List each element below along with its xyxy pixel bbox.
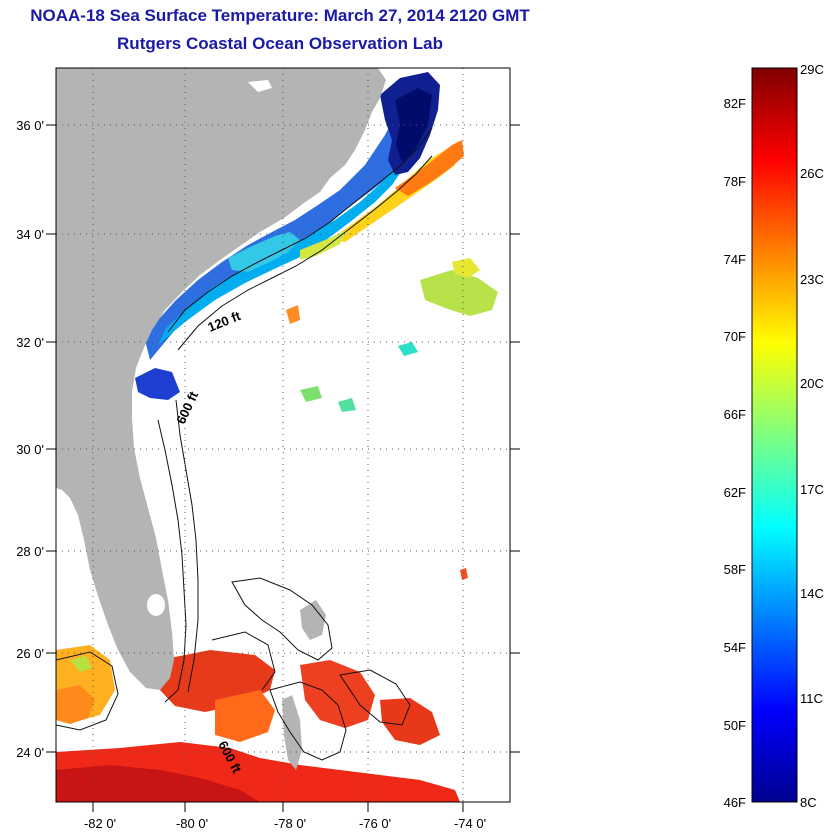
latitude-labels: 36 0' 34 0' 32 0' 30 0' 28 0' 26 0' 24 0… <box>16 118 44 760</box>
map-subtitle: Rutgers Coastal Ocean Observation Lab <box>117 34 443 53</box>
bathymetry-contours <box>56 127 433 761</box>
lon-label-74: -74 0' <box>454 816 486 831</box>
lon-label-76: -76 0' <box>359 816 391 831</box>
lat-label-26: 26 0' <box>16 646 44 661</box>
lon-label-82: -82 0' <box>84 816 116 831</box>
lat-label-32: 32 0' <box>16 335 44 350</box>
lat-label-24: 24 0' <box>16 745 44 760</box>
lon-label-78: -78 0' <box>274 816 306 831</box>
lat-label-30: 30 0' <box>16 442 44 457</box>
axis-ticks <box>46 124 520 812</box>
lon-label-80: -80 0' <box>176 816 208 831</box>
land-layer <box>56 68 386 770</box>
sst-data-layer <box>56 72 498 802</box>
lat-label-34: 34 0' <box>16 227 44 242</box>
lat-label-28: 28 0' <box>16 544 44 559</box>
map-title: NOAA-18 Sea Surface Temperature: March 2… <box>30 6 530 25</box>
graticule <box>56 68 510 802</box>
longitude-labels: -82 0' -80 0' -78 0' -76 0' -74 0' <box>84 816 486 831</box>
lat-label-36: 36 0' <box>16 118 44 133</box>
